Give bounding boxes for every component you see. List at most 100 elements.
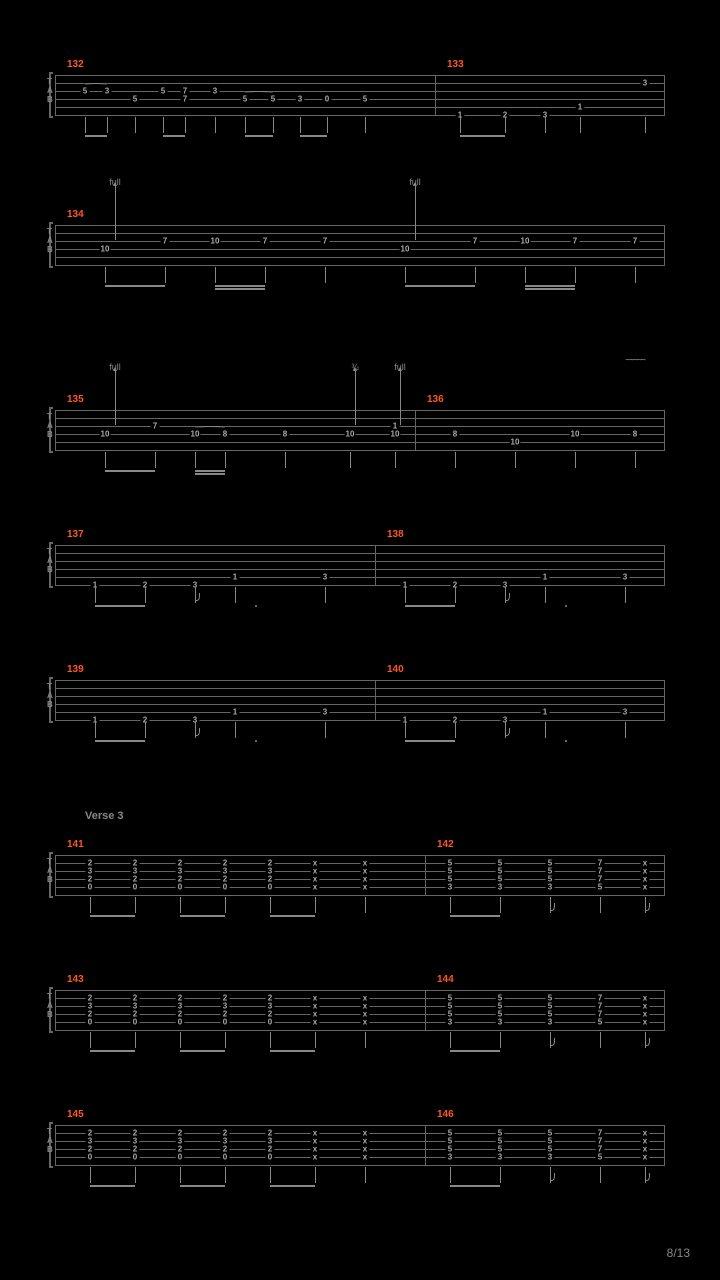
fret-number: 0	[86, 1018, 95, 1027]
fret-number: 0	[266, 1018, 275, 1027]
fret-number: 0	[323, 95, 332, 104]
beam	[525, 288, 575, 290]
barline	[55, 545, 56, 585]
note-stem	[405, 722, 406, 738]
note-stem	[285, 452, 286, 468]
fret-number: 10	[400, 245, 411, 254]
note-stem	[225, 452, 226, 468]
beam	[460, 135, 505, 137]
note-stem	[155, 452, 156, 468]
bend-arrow-icon	[355, 370, 356, 425]
note-stem	[165, 267, 166, 283]
note-stem	[107, 117, 108, 133]
note-stem	[365, 117, 366, 133]
bend-arrow-icon	[415, 185, 416, 240]
note-stem	[315, 897, 316, 913]
tab-system: TAB1391401231312313	[55, 680, 665, 728]
note-stem	[545, 722, 546, 738]
fret-number: 10	[210, 237, 221, 246]
fret-number: 10	[100, 430, 111, 439]
staff-line	[55, 115, 665, 116]
measure-number: 134	[67, 209, 84, 220]
note-stem	[450, 1167, 451, 1183]
fret-number: 1	[231, 573, 240, 582]
fret-number: x	[311, 1018, 320, 1027]
beam	[90, 1050, 135, 1052]
note-stem	[163, 117, 164, 133]
tab-system: TAB14314423202320232023202320xxxxxxxx555…	[55, 990, 665, 1038]
flag	[550, 1173, 555, 1181]
fret-number: 3	[103, 87, 112, 96]
tie	[85, 83, 107, 87]
note-stem	[365, 1032, 366, 1048]
flag	[645, 903, 650, 911]
flag	[195, 728, 200, 736]
note-stem	[600, 897, 601, 913]
bend-arrow-icon	[115, 370, 116, 425]
tie	[245, 91, 273, 95]
staff-line	[55, 990, 665, 991]
tab-clef: TAB	[47, 547, 53, 574]
barline	[664, 225, 665, 265]
tab-clef: TAB	[47, 857, 53, 884]
fret-number: 7	[571, 237, 580, 246]
fret-number: 3	[641, 79, 650, 88]
beam	[450, 1185, 500, 1187]
fret-number: 7	[181, 95, 190, 104]
note-stem	[525, 267, 526, 283]
fret-number: 0	[221, 883, 230, 892]
fret-number: 7	[471, 237, 480, 246]
flag	[550, 1038, 555, 1046]
beam	[180, 1185, 225, 1187]
note-stem	[575, 267, 576, 283]
fret-number: 3	[546, 1018, 555, 1027]
staff-line	[55, 426, 665, 427]
tab-system: TAB14514623202320232023202320xxxxxxxx555…	[55, 1125, 665, 1173]
fret-number: 0	[131, 883, 140, 892]
bend-arrow-icon	[115, 185, 116, 240]
note-stem	[270, 1167, 271, 1183]
barline	[375, 545, 376, 585]
flag	[645, 1173, 650, 1181]
beam	[180, 1050, 225, 1052]
tab-staff: TAB14114223202320232023202320xxxxxxxx555…	[55, 855, 665, 903]
fret-number: 3	[446, 1153, 455, 1162]
staff-line	[55, 553, 665, 554]
note-stem	[315, 1032, 316, 1048]
measure-number: 141	[67, 839, 84, 850]
note-stem	[270, 897, 271, 913]
flag	[550, 903, 555, 911]
note-stem	[325, 587, 326, 603]
barline	[664, 855, 665, 895]
fret-number: 0	[86, 1153, 95, 1162]
fret-number: 5	[269, 95, 278, 104]
note-stem	[315, 1167, 316, 1183]
note-stem	[545, 587, 546, 603]
fret-number: 3	[496, 1018, 505, 1027]
beam	[270, 1185, 315, 1187]
note-stem	[95, 587, 96, 603]
note-stem	[475, 267, 476, 283]
staff-line	[55, 107, 665, 108]
measure-number: 140	[387, 664, 404, 675]
beam	[90, 915, 135, 917]
fret-number: x	[361, 1153, 370, 1162]
beam	[195, 473, 225, 475]
fret-number: 3	[621, 573, 630, 582]
fret-number: 5	[131, 95, 140, 104]
barline	[55, 225, 56, 265]
fret-number: 0	[266, 1153, 275, 1162]
note-stem	[500, 897, 501, 913]
note-stem	[135, 897, 136, 913]
beam	[450, 1050, 500, 1052]
note-stem	[625, 587, 626, 603]
vibrato-icon: ~~~~~	[625, 355, 644, 366]
note-stem	[235, 722, 236, 738]
fret-number: 0	[176, 1018, 185, 1027]
note-stem	[90, 1032, 91, 1048]
tab-staff: TAB14314423202320232023202320xxxxxxxx555…	[55, 990, 665, 1038]
beam	[405, 285, 475, 287]
fret-number: 5	[596, 1018, 605, 1027]
tab-clef: TAB	[47, 77, 53, 104]
barline	[664, 410, 665, 450]
